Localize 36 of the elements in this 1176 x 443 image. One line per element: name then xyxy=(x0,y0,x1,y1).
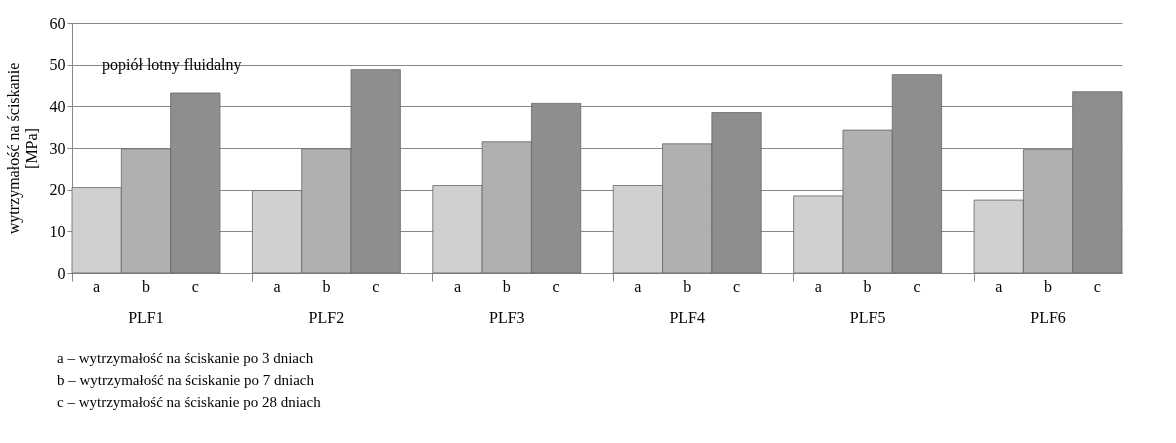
x-tick-label: PLF1 xyxy=(128,308,164,326)
text: a xyxy=(634,278,642,295)
text: a xyxy=(453,278,462,295)
text: b xyxy=(1044,278,1053,295)
x-tick-label: PLF3 xyxy=(489,308,525,326)
text: c xyxy=(913,278,921,295)
series-label: a xyxy=(93,278,101,295)
series-label: c xyxy=(191,278,199,295)
text: b xyxy=(683,278,692,295)
y-tick-label: 40 xyxy=(49,97,66,115)
annotation: popiół lotny fluidalny xyxy=(102,55,242,74)
text: c xyxy=(1093,278,1101,295)
text: a xyxy=(814,278,822,295)
y-tick-label: 10 xyxy=(49,222,66,240)
text: c xyxy=(732,278,741,295)
text: a – wytrzymałość na ściskanie po 3 dniach xyxy=(57,350,314,366)
text: c xyxy=(552,278,560,295)
text: c xyxy=(372,278,380,295)
y-axis-title: wytrzymałość na ściskanie [MPa] xyxy=(4,62,40,235)
x-tick-label: PLF2 xyxy=(308,308,345,326)
text: b xyxy=(863,278,872,295)
text: b xyxy=(502,278,511,295)
y-tick-label: 20 xyxy=(49,181,66,199)
y-tick-label: 60 xyxy=(49,14,66,32)
x-tick-label: PLF5 xyxy=(849,308,886,326)
series-label: b xyxy=(141,278,150,295)
text: a xyxy=(273,278,281,295)
x-tick-label: PLF4 xyxy=(669,308,705,326)
text: b – wytrzymałość na ściskanie po 7 dniach xyxy=(57,372,315,388)
text: b xyxy=(322,278,331,295)
text: a xyxy=(995,278,1003,295)
y-tick-label: 50 xyxy=(49,56,66,74)
y-tick-label: 0 xyxy=(57,264,66,282)
text: c – wytrzymałość na ściskanie po 28 dniach xyxy=(57,394,322,410)
x-tick-label: PLF6 xyxy=(1030,308,1066,326)
y-tick-label: 30 xyxy=(49,139,66,157)
